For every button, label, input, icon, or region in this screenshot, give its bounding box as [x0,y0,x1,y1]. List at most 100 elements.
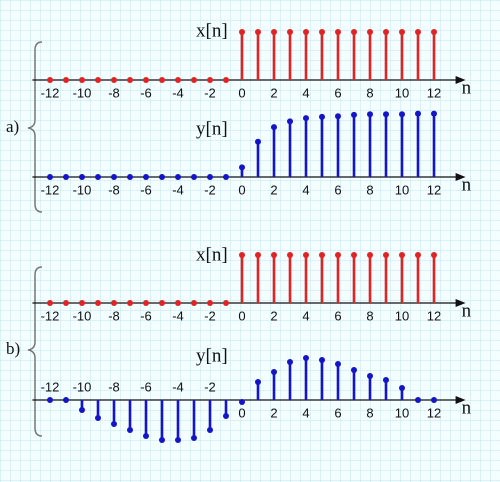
stem-marker [127,300,133,306]
x-tick-label: -6 [140,182,152,197]
x-tick-label: 8 [366,182,373,197]
x-tick-label: 12 [427,182,441,197]
stem-marker [415,110,421,117]
x-tick-label: 10 [395,405,409,420]
stem-marker [95,77,101,83]
stem-marker [239,252,245,258]
x-tick-label: -8 [108,379,120,394]
x-tick-label: 4 [302,85,309,100]
stem-marker [255,138,261,145]
stem-marker [159,174,165,180]
x-tick-label: -2 [204,379,216,394]
stem-marker [79,300,85,306]
stem-marker [415,252,421,258]
stem-marker [271,29,277,35]
x-tick-label: -4 [172,182,184,197]
x-tick-label: 8 [366,85,373,100]
x-tick-label: 4 [302,308,309,323]
x-tick-label: -4 [172,308,184,323]
axis-arrow [455,299,466,307]
x-tick-label: -6 [140,379,152,394]
x-tick-label: -10 [73,308,92,323]
stem-marker [287,359,293,365]
stem-marker [399,29,405,35]
stem-marker [223,174,229,180]
stem-marker [159,300,165,306]
x-tick-label: -4 [172,85,184,100]
stem-marker [335,361,341,367]
x-tick-label: 4 [302,182,309,197]
stem-marker [223,77,229,83]
panel-title: x[n] [196,244,228,265]
stem-marker [207,300,213,306]
stem-marker [239,399,245,405]
x-tick-label: -2 [204,85,216,100]
stem-marker [415,397,421,403]
x-tick-label: 8 [366,405,373,420]
stem-marker [335,29,341,35]
stem-marker [271,124,277,131]
stem-marker [191,174,197,180]
stem-marker [47,174,53,180]
x-tick-label: -8 [108,85,120,100]
stem-marker [383,29,389,35]
stem-marker [319,252,325,258]
stem-marker [143,300,149,306]
axis-arrow [455,396,466,404]
x-tick-label: -2 [204,182,216,197]
stem-marker [111,421,117,427]
stem-marker [143,77,149,83]
stem-marker [255,379,261,385]
x-tick-label: 0 [238,308,245,323]
stem-marker [191,300,197,306]
stem-marker [159,77,165,83]
stem-marker [175,437,181,443]
stem-marker [79,407,85,413]
stem-marker [175,174,181,180]
stem-marker [207,427,213,433]
brace [27,41,43,213]
panel-title: y[n] [196,118,228,139]
stem-marker [383,252,389,258]
stem-marker [351,29,357,35]
stem-marker [255,29,261,35]
stem-marker [63,77,69,83]
stem-marker [239,164,245,171]
x-tick-label: 12 [427,405,441,420]
x-tick-label: -12 [41,85,60,100]
x-tick-label: -4 [172,379,184,394]
stem-marker [431,252,437,258]
axis-arrow [455,173,466,181]
stem-marker [351,252,357,258]
x-tick-label: -8 [108,182,120,197]
x-tick-label: 2 [270,405,277,420]
x-tick-label: -8 [108,308,120,323]
x-tick-label: -10 [73,182,92,197]
group-label: a) [6,117,19,136]
stem-marker [415,29,421,35]
x-axis-label: n [462,174,472,195]
x-tick-label: 10 [395,308,409,323]
stem-marker [335,113,341,120]
stem-marker [367,252,373,258]
stem-marker [319,29,325,35]
stem-marker [367,373,373,379]
stem-marker [159,437,165,443]
x-tick-label: -12 [41,379,60,394]
stem-marker [303,115,309,122]
stem-marker [111,174,117,180]
stem-marker [239,29,245,35]
x-tick-label: -12 [41,308,60,323]
x-tick-label: -12 [41,182,60,197]
stem-marker [431,29,437,35]
stem-marker [223,413,229,419]
stem-marker [111,77,117,83]
stem-marker [63,397,69,403]
x-tick-label: 6 [334,182,341,197]
stem-marker [143,433,149,439]
stem-marker [143,174,149,180]
stem-marker [255,252,261,258]
group-label: b) [6,339,20,358]
